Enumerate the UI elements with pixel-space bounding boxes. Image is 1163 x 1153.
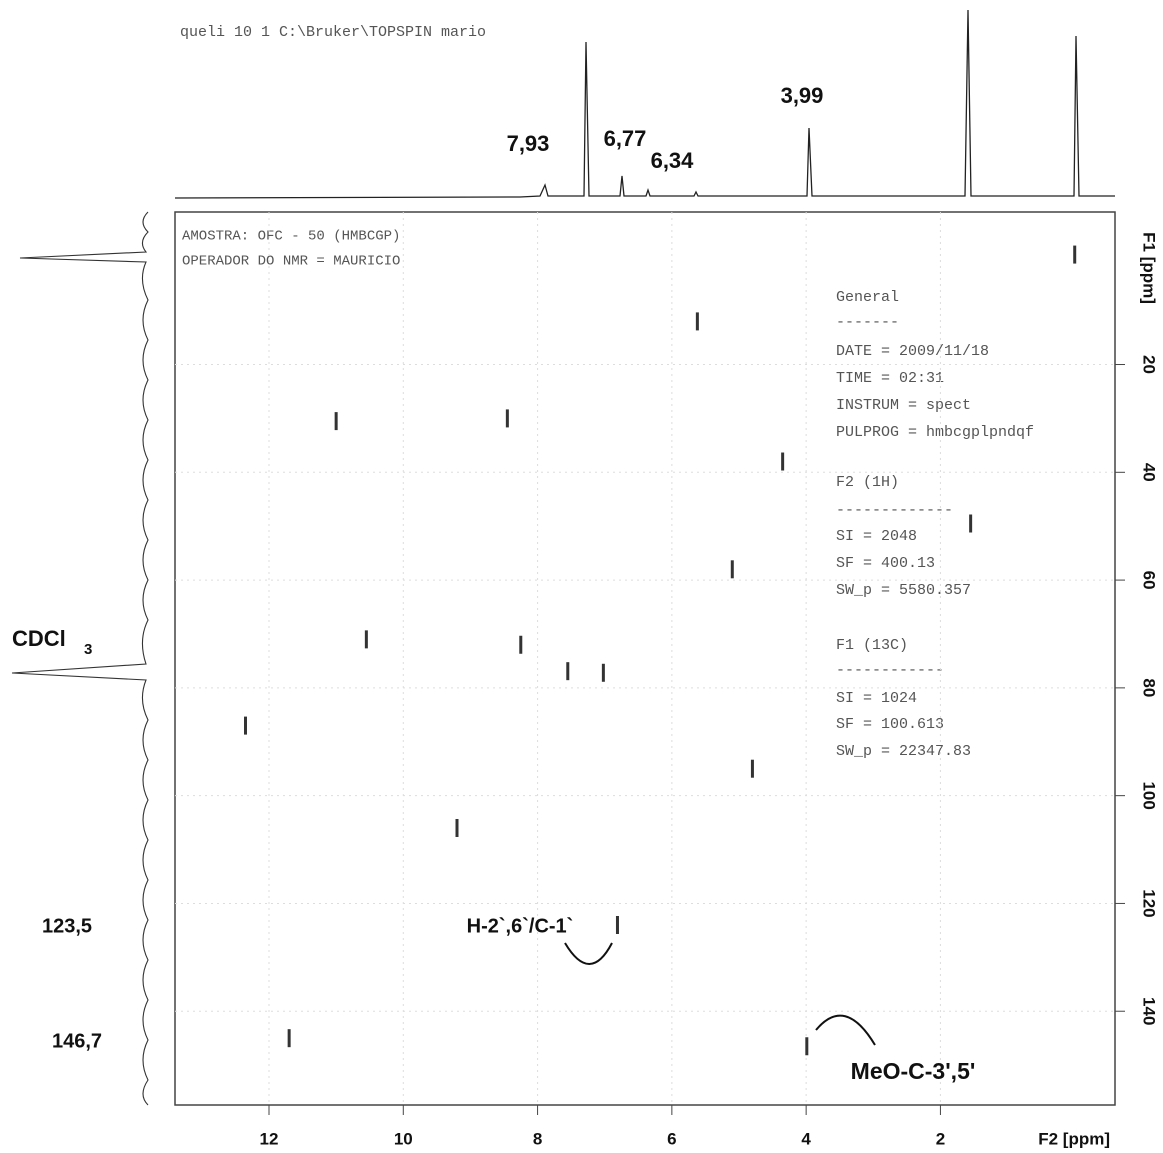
x-tick-label: 2: [936, 1129, 945, 1148]
parameter: DATE = 2009/11/18: [836, 343, 989, 360]
x-axis-label: F2 [ppm]: [1038, 1129, 1110, 1148]
parameter: ------------: [836, 662, 944, 679]
parameter: INSTRUM = spect: [836, 397, 971, 414]
cross-peak: [455, 818, 459, 837]
arrow: [564, 942, 613, 965]
parameter: SF = 400.13: [836, 555, 935, 572]
header: queli 10 1 C:\Bruker\TOPSPIN mario: [180, 24, 486, 41]
sample-info: OPERADOR DO NMR = MAURICIO: [182, 254, 400, 270]
x-tick-label: 8: [533, 1129, 542, 1148]
sample-info: AMOSTRA: OFC - 50 (HMBCGP): [182, 229, 400, 245]
cross-peak: [781, 452, 785, 471]
cross-peak: [244, 716, 247, 735]
parameter: -------------: [836, 502, 953, 519]
cross-peak: [334, 412, 338, 431]
parameter: SI = 1024: [836, 690, 917, 707]
parameter: SW_p = 22347.83: [836, 743, 971, 760]
f1-projection: [11, 211, 149, 1106]
annotation: 7,93: [507, 131, 550, 156]
cross-peak: [601, 663, 605, 682]
y-tick-label: 100: [1140, 781, 1159, 809]
arrow: [815, 1014, 876, 1046]
cross-peak: [730, 560, 734, 579]
cross-peak: [566, 662, 570, 681]
annotation: H-2`,6`/C-1`: [467, 915, 574, 937]
x-tick-label: 4: [801, 1129, 811, 1148]
annotation: 3: [84, 641, 92, 658]
annotation: 6,77: [604, 126, 647, 151]
parameter: -------: [836, 314, 899, 331]
cross-peak: [695, 312, 699, 331]
annotation: 123,5: [42, 915, 92, 937]
y-axis-label: F1 [ppm]: [1140, 232, 1159, 304]
annotation: 6,34: [651, 148, 695, 173]
f2-projection: [174, 9, 1115, 199]
x-tick-label: 6: [667, 1129, 676, 1148]
cross-peak: [505, 409, 509, 428]
annotation: MeO-C-3',5': [851, 1058, 976, 1084]
y-tick-label: 60: [1140, 571, 1159, 590]
cross-peak: [1073, 245, 1077, 264]
cross-peak: [969, 514, 973, 533]
cross-peak: [615, 915, 619, 934]
parameter: TIME = 02:31: [836, 370, 944, 387]
plot-frame: [174, 211, 1116, 1106]
parameter: SI = 2048: [836, 528, 917, 545]
parameter: PULPROG = hmbcgplpndqf: [836, 424, 1034, 441]
cross-peak: [287, 1029, 291, 1048]
parameter: SF = 100.613: [836, 716, 944, 733]
cross-peak: [519, 635, 523, 654]
annotation: CDCl: [12, 626, 66, 651]
annotation: 3,99: [781, 83, 824, 108]
y-tick-label: 120: [1140, 889, 1159, 917]
y-tick-label: 140: [1140, 997, 1159, 1025]
parameter: SW_p = 5580.357: [836, 582, 971, 599]
cross-peak: [805, 1037, 809, 1056]
parameter: F1 (13C): [836, 637, 908, 654]
parameter: General: [836, 289, 899, 306]
y-tick-label: 40: [1140, 463, 1159, 482]
cross-peak: [750, 759, 754, 778]
y-tick-label: 80: [1140, 678, 1159, 697]
annotation: 146,7: [52, 1030, 102, 1052]
cross-peak: [364, 630, 368, 649]
y-tick-label: 20: [1140, 355, 1159, 374]
x-tick-label: 10: [394, 1129, 413, 1148]
parameter: F2 (1H): [836, 474, 899, 491]
x-tick-label: 12: [260, 1129, 279, 1148]
